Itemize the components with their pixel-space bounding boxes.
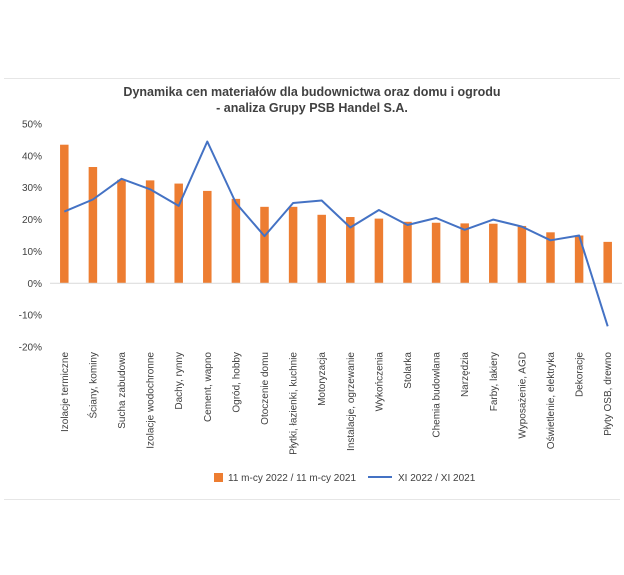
y-tick-label: 40% [22,151,42,162]
bar [346,217,355,284]
category-label: Farby, lakiery [489,352,500,411]
bar [574,235,584,284]
bar [460,223,469,284]
bar [546,232,555,284]
bar [517,225,527,284]
line-series [63,140,609,327]
bar [317,214,326,284]
bar [374,218,384,284]
legend-bar-label: 11 m-cy 2022 / 11 m-cy 2021 [228,473,356,484]
category-label: Izolacje wodochronne [146,352,157,449]
bar [489,223,498,284]
category-label: Oświetlenie, elektryka [546,352,557,450]
y-tick-label: -10% [19,311,42,322]
bar [288,206,298,284]
bar-series [60,144,612,284]
category-label: Wyposażenie, AGD [517,352,528,439]
category-label: Dachy, rynny [174,352,185,410]
bar [403,221,412,284]
x-axis: Izolacje termiczne Ściany, kominy Sucha za… [60,352,614,455]
category-label: Płyty OSB, drewno [603,352,614,436]
category-label: Wykończenia [374,352,385,412]
category-label: Chemia budowlana [432,352,443,438]
category-label: Płytki, łazienki, kuchnie [289,352,300,455]
legend: 11 m-cy 2022 / 11 m-cy 2021 XI 2022 / XI … [214,473,476,484]
series-line [63,140,609,327]
category-label: Dekoracje [575,352,586,397]
legend-line-label: XI 2022 / XI 2021 [398,473,476,484]
category-label: Ogród, hobby [231,352,242,413]
bar [174,183,183,284]
category-label: Sucha zabudowa [117,352,128,429]
bar [603,241,612,284]
y-tick-label: 10% [22,247,42,258]
chart-title-line-1: Dynamika cen materiałów dla budownictwa … [123,85,501,99]
y-tick-label: 30% [22,183,42,194]
category-label: Cement, wapno [203,352,214,422]
category-label: Instalacje, ogrzewanie [346,352,357,451]
y-tick-label: 20% [22,215,42,226]
legend-bar-swatch [214,473,223,482]
bar [145,180,155,284]
category-label: Izolacje termiczne [60,352,71,432]
category-label: Narzędzia [460,352,471,397]
bar [117,179,126,284]
chart-frame [4,78,620,500]
bar [88,167,98,284]
category-label: Stolarka [403,352,414,389]
chart-title: Dynamika cen materiałów dla budownictwa … [0,84,624,116]
bar [203,190,212,284]
category-label: Otoczenie domu [260,352,271,425]
y-tick-label: 50% [22,120,42,131]
category-label: Motoryzacja [317,352,328,406]
bar [60,144,69,284]
y-tick-label: -20% [19,343,42,354]
y-axis: 50% 40% 30% 20% 10% 0% -10% -20% [19,120,42,354]
category-label: Ściany, kominy [86,352,99,419]
y-tick-label: 0% [28,279,43,290]
chart-title-line-2: - analiza Grupy PSB Handel S.A. [216,101,408,115]
bar [231,198,241,284]
bar [431,222,441,284]
bar [260,206,269,284]
